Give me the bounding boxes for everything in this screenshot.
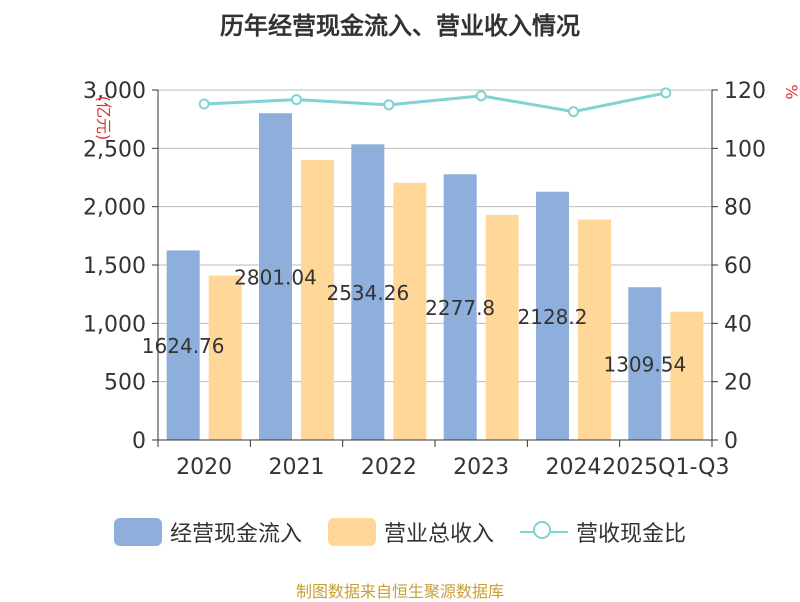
legend-label-ratio: 营收现金比 <box>576 522 687 547</box>
legend-item-cash-inflow[interactable]: 经营现金流入 <box>113 516 302 548</box>
ratio-point <box>568 106 579 118</box>
bar-revenue <box>208 275 242 440</box>
grid-lines <box>158 89 712 383</box>
data-label-cash-inflow: 2801.04 <box>234 266 317 290</box>
ratio-point <box>475 90 487 102</box>
ratio-point <box>383 99 395 111</box>
axes: 0 500 1,000 1,500 2,000 2,500 3,000 0 20 40 60 80 10… <box>83 79 800 480</box>
legend-item-ratio[interactable]: 营收现金比 <box>520 516 686 548</box>
bars <box>166 113 704 441</box>
legend-swatch-ratio <box>520 518 568 546</box>
x-tick-label: 2025Q1-Q3 <box>602 455 729 480</box>
data-label-cash-inflow: 2128.2 <box>518 305 588 329</box>
y-right-tick-label: 60 <box>724 254 752 279</box>
legend-swatch-cash-inflow <box>113 518 162 546</box>
bar-cash-inflow <box>443 174 477 441</box>
data-label-cash-inflow: 2534.26 <box>326 281 409 305</box>
data-label-cash-inflow: 1624.76 <box>142 334 225 358</box>
y-left-tick-label: 0 <box>132 429 146 454</box>
bar-cash-inflow <box>536 191 569 440</box>
data-label-cash-inflow: 2277.8 <box>425 296 495 320</box>
legend-label-revenue: 营业总收入 <box>383 522 494 547</box>
bar-revenue <box>485 214 519 440</box>
bar-cash-inflow <box>628 287 662 440</box>
ratio-point <box>291 94 302 106</box>
y-right-tick-label: 40 <box>724 312 752 337</box>
y-left-tick-label: 2,000 <box>83 196 146 221</box>
y-right-tick-label: 0 <box>724 429 738 454</box>
legend-item-revenue[interactable]: 营业总收入 <box>327 516 494 548</box>
ratio-point <box>198 98 210 110</box>
y-right-unit: % <box>782 84 800 99</box>
ratio-point <box>660 87 672 99</box>
y-left-tick-label: 1,500 <box>83 254 146 279</box>
x-tick-label: 2024 <box>546 455 602 480</box>
y-right-tick-label: 20 <box>724 371 752 396</box>
chart-title: 历年经营现金流入、营业收入情况 <box>220 12 580 40</box>
legend: 经营现金流入 营业总收入 营收现金比 <box>0 516 800 548</box>
y-left-tick-label: 3,000 <box>83 79 146 104</box>
y-left-tick-label: 2,500 <box>83 137 146 162</box>
data-labels: 1624.76 2801.04 2534.26 2277.8 2128.2 1309.54 <box>142 266 686 377</box>
y-left-tick-label: 500 <box>104 371 146 396</box>
x-tick-label: 2021 <box>269 455 325 480</box>
ratio-line <box>198 87 672 118</box>
bar-revenue <box>301 160 334 440</box>
legend-swatch-revenue <box>327 518 376 546</box>
x-tick-label: 2020 <box>176 455 232 480</box>
bar-revenue <box>578 219 611 440</box>
ratio-line-path <box>204 91 667 114</box>
bar-cash-inflow <box>166 250 200 440</box>
bar-revenue <box>670 311 704 440</box>
x-tick-label: 2022 <box>361 455 417 480</box>
bar-cash-inflow <box>351 144 385 440</box>
x-tick-label: 2023 <box>453 455 509 480</box>
y-left-tick-label: 1,000 <box>83 312 146 337</box>
data-label-cash-inflow: 1309.54 <box>603 353 686 377</box>
bar-revenue <box>393 182 427 440</box>
legend-label-cash-inflow: 经营现金流入 <box>169 522 302 547</box>
y-right-tick-label: 100 <box>724 137 766 162</box>
bar-cash-inflow <box>259 113 292 440</box>
y-left-unit: (亿元) <box>94 96 113 141</box>
y-right-tick-label: 120 <box>724 79 766 104</box>
y-right-tick-label: 80 <box>724 196 752 221</box>
source-note: 制图数据来自恒生聚源数据库 <box>295 582 504 601</box>
